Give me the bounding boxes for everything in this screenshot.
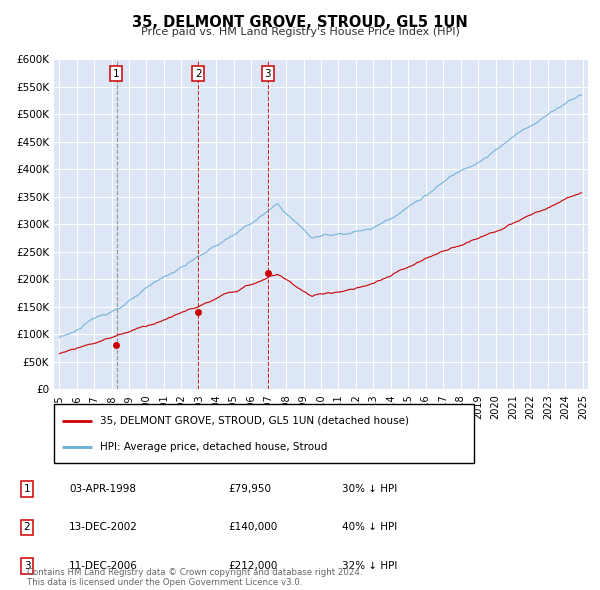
- Text: Contains HM Land Registry data © Crown copyright and database right 2024.
This d: Contains HM Land Registry data © Crown c…: [27, 568, 362, 587]
- Text: 1: 1: [23, 484, 31, 494]
- Text: 30% ↓ HPI: 30% ↓ HPI: [342, 484, 397, 494]
- Text: 40% ↓ HPI: 40% ↓ HPI: [342, 523, 397, 532]
- FancyBboxPatch shape: [54, 404, 474, 463]
- Text: 1: 1: [113, 69, 119, 79]
- Point: [193, 307, 203, 317]
- Text: 03-APR-1998: 03-APR-1998: [69, 484, 136, 494]
- Text: Price paid vs. HM Land Registry's House Price Index (HPI): Price paid vs. HM Land Registry's House …: [140, 27, 460, 37]
- Text: 35, DELMONT GROVE, STROUD, GL5 1UN (detached house): 35, DELMONT GROVE, STROUD, GL5 1UN (deta…: [100, 416, 409, 425]
- Text: 2: 2: [23, 523, 31, 532]
- Text: 32% ↓ HPI: 32% ↓ HPI: [342, 561, 397, 571]
- Text: 11-DEC-2006: 11-DEC-2006: [69, 561, 138, 571]
- Text: 35, DELMONT GROVE, STROUD, GL5 1UN: 35, DELMONT GROVE, STROUD, GL5 1UN: [132, 15, 468, 30]
- Text: £212,000: £212,000: [228, 561, 277, 571]
- Point: [111, 340, 121, 350]
- Text: 3: 3: [265, 69, 271, 79]
- Text: 13-DEC-2002: 13-DEC-2002: [69, 523, 138, 532]
- Text: 3: 3: [23, 561, 31, 571]
- Text: HPI: Average price, detached house, Stroud: HPI: Average price, detached house, Stro…: [100, 442, 328, 451]
- Text: £140,000: £140,000: [228, 523, 277, 532]
- Text: £79,950: £79,950: [228, 484, 271, 494]
- Point: [263, 268, 273, 277]
- Text: 2: 2: [195, 69, 202, 79]
